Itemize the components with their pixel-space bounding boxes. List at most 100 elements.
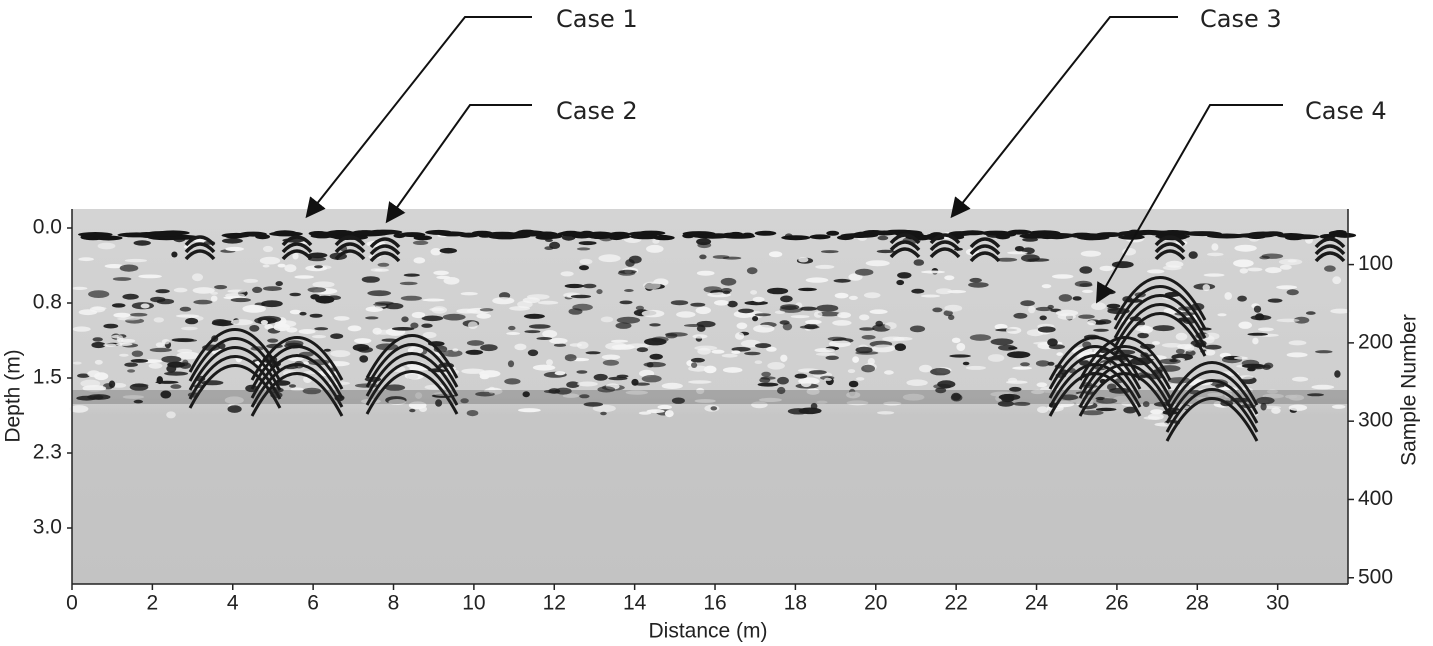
hyperbola bbox=[365, 352, 459, 397]
texture-blob bbox=[884, 370, 894, 375]
texture-blob bbox=[138, 274, 162, 279]
texture-blob bbox=[703, 286, 722, 293]
texture-blob bbox=[641, 375, 662, 383]
surface-band bbox=[1045, 234, 1069, 240]
texture-blob bbox=[576, 341, 589, 349]
texture-blob bbox=[289, 309, 302, 315]
texture-blob bbox=[834, 292, 849, 299]
texture-blob bbox=[76, 395, 97, 401]
texture-blob bbox=[848, 295, 858, 300]
texture-blob bbox=[415, 392, 423, 399]
texture-blob bbox=[751, 401, 768, 409]
texture-blob bbox=[597, 386, 616, 393]
hyperbola bbox=[369, 237, 401, 249]
hyperbola bbox=[889, 247, 921, 259]
texture-blob bbox=[480, 344, 498, 352]
texture-blob bbox=[476, 313, 492, 319]
texture-blob bbox=[88, 290, 110, 298]
hyperbola bbox=[1048, 336, 1142, 381]
texture-blob bbox=[696, 387, 705, 395]
texture-blob bbox=[794, 373, 808, 379]
texture-blob bbox=[1009, 386, 1022, 392]
texture-blob bbox=[564, 354, 577, 362]
texture-blob bbox=[909, 325, 926, 333]
texture-blob bbox=[829, 340, 851, 348]
texture-blob bbox=[314, 327, 329, 331]
hyperbola bbox=[184, 235, 216, 247]
texture-blob bbox=[400, 295, 422, 301]
x-tick-label: 2 bbox=[147, 592, 159, 615]
hyperbola bbox=[1078, 354, 1172, 399]
texture-blob bbox=[638, 411, 652, 415]
texture-blob bbox=[69, 405, 89, 413]
texture-blob bbox=[635, 305, 645, 311]
texture-blob bbox=[1238, 375, 1254, 380]
texture-blob bbox=[855, 268, 874, 276]
texture-blob bbox=[1072, 296, 1082, 301]
texture-blob bbox=[467, 321, 478, 330]
texture-blob bbox=[409, 408, 416, 413]
texture-blob bbox=[671, 397, 685, 404]
texture-blob bbox=[421, 323, 433, 328]
texture-blob bbox=[1217, 313, 1227, 317]
texture-blob bbox=[1028, 305, 1036, 314]
texture-blob bbox=[175, 314, 200, 318]
texture-blob bbox=[1278, 258, 1303, 266]
texture-blob bbox=[625, 343, 650, 349]
y-tick-label: 3.0 bbox=[33, 516, 62, 539]
annotation-arrows bbox=[305, 16, 1283, 304]
texture-blob bbox=[262, 264, 270, 268]
texture-blob bbox=[944, 304, 963, 312]
texture-blob bbox=[1279, 264, 1292, 270]
texture-blob bbox=[227, 289, 247, 293]
texture-blob bbox=[615, 322, 632, 329]
texture-blob bbox=[1292, 376, 1309, 382]
texture-blob bbox=[1056, 352, 1063, 356]
texture-blob bbox=[894, 343, 906, 352]
surface-band bbox=[840, 233, 879, 238]
texture-blob bbox=[846, 391, 861, 399]
x-tick-label: 24 bbox=[1025, 592, 1049, 615]
texture-blob bbox=[735, 332, 745, 340]
surface-band bbox=[225, 233, 244, 239]
texture-blob bbox=[330, 333, 344, 340]
texture-blob bbox=[307, 252, 328, 259]
surface-band bbox=[327, 230, 354, 235]
texture-blob bbox=[310, 294, 320, 300]
texture-blob bbox=[1013, 401, 1031, 406]
texture-blob bbox=[532, 364, 556, 371]
surface-band bbox=[1182, 231, 1222, 237]
texture-blob bbox=[937, 380, 956, 389]
hyperbola bbox=[929, 233, 961, 245]
texture-blob bbox=[1058, 294, 1073, 302]
y-tick-label: 0.8 bbox=[33, 291, 62, 314]
texture-blob bbox=[877, 235, 889, 241]
y2-tick-label: 200 bbox=[1358, 330, 1393, 353]
texture-blob bbox=[634, 382, 650, 386]
texture-blob bbox=[643, 361, 666, 368]
surface-band bbox=[1118, 234, 1145, 240]
texture-blob bbox=[461, 368, 485, 374]
texture-blob bbox=[376, 329, 392, 335]
texture-blob bbox=[1087, 320, 1097, 326]
texture-blob bbox=[148, 362, 163, 369]
hyperbola bbox=[1314, 237, 1346, 249]
deep-band bbox=[72, 390, 1348, 404]
texture-blob bbox=[815, 352, 836, 356]
texture-blob bbox=[600, 316, 614, 323]
texture-blob bbox=[616, 374, 629, 378]
texture-blob bbox=[1082, 289, 1093, 293]
texture-blob bbox=[422, 331, 437, 339]
texture-blob bbox=[649, 323, 661, 327]
texture-blob bbox=[592, 404, 616, 413]
texture-blob bbox=[902, 393, 925, 401]
hyperbola bbox=[250, 336, 344, 381]
texture-blob bbox=[1150, 409, 1163, 415]
texture-blob bbox=[71, 286, 88, 290]
texture-blob bbox=[249, 325, 260, 332]
texture-blob bbox=[509, 306, 530, 311]
texture-blob bbox=[861, 335, 876, 340]
texture-blob bbox=[277, 263, 286, 268]
texture-blob bbox=[646, 409, 665, 414]
texture-blob bbox=[780, 304, 800, 310]
